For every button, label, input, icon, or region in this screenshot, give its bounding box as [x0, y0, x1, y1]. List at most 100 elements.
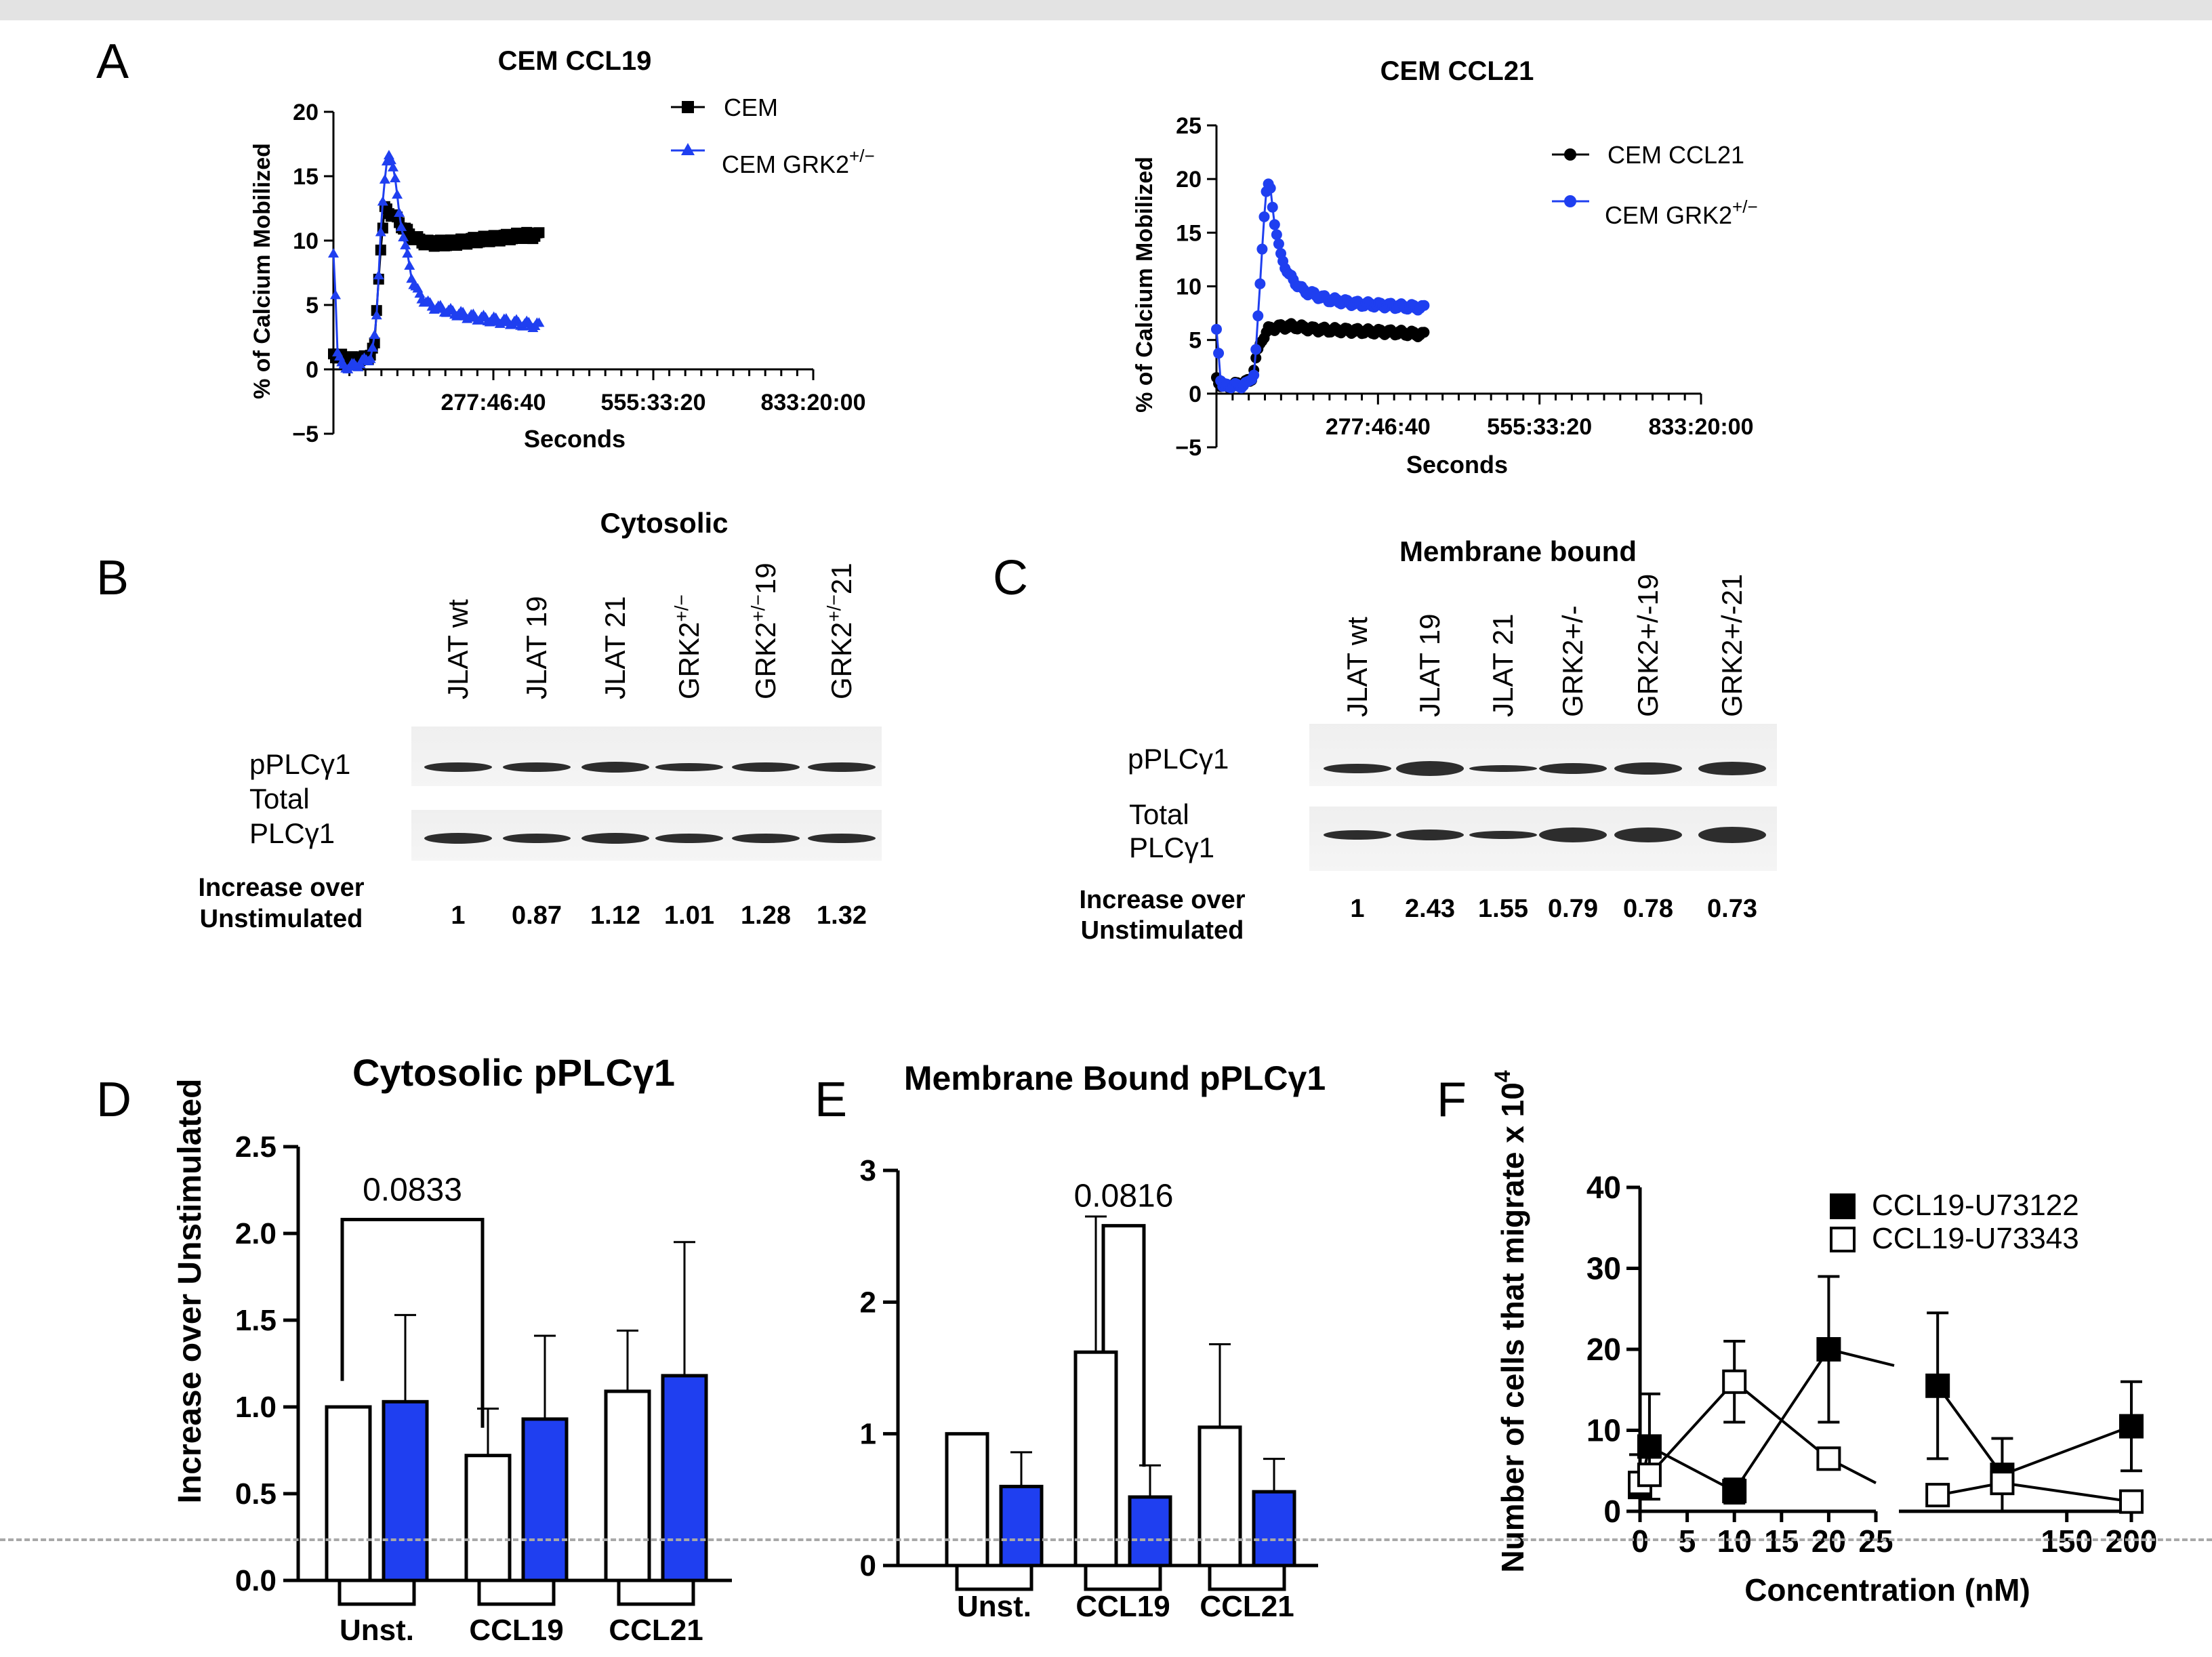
data-point [1258, 211, 1270, 222]
a-right-chart: 25 20 15 10 5 0 −5 277:46:40 555:33:20 833:20:00 [1175, 113, 1753, 461]
band [1324, 764, 1391, 773]
lane-label-text: JLAT 19 [520, 596, 552, 699]
band [1469, 765, 1537, 772]
data-point [377, 196, 388, 206]
lane-label-text: GRK2 [825, 622, 857, 699]
data-point-ccl19-u73122 [1925, 1373, 1950, 1398]
series-line [1937, 1481, 2132, 1503]
p-value: 0.0816 [1074, 1179, 1174, 1214]
data-point [369, 329, 380, 340]
band [581, 762, 649, 773]
data-point-ccl19-u73122 [1816, 1337, 1841, 1362]
panel-label-a: A [96, 35, 129, 89]
data-point-ccl19-u73343 [1637, 1462, 1662, 1488]
bar-unst--blue [999, 1484, 1044, 1568]
lane-label: GRK2+/-19 [1632, 574, 1664, 717]
data-point [398, 232, 409, 242]
a-left-legend-grk2: CEM GRK2+/− [722, 146, 875, 178]
value-label: 0.78 [1623, 895, 1673, 923]
b-title: Cytosolic [600, 507, 728, 539]
a-left-xlabel: Seconds [524, 425, 626, 453]
data-point [1256, 243, 1268, 255]
data-point [365, 353, 376, 363]
b-bands [424, 762, 876, 844]
category-bracket [337, 1580, 416, 1606]
band [1324, 830, 1391, 840]
y-tick-label: 1.5 [235, 1304, 276, 1337]
data-point [1248, 369, 1260, 381]
y-tick-label: 0.0 [235, 1564, 276, 1597]
data-point [1418, 327, 1430, 338]
value-label: 0.73 [1707, 895, 1757, 923]
y-tick-label: 3 [860, 1154, 876, 1187]
band [808, 834, 876, 843]
c-row-total: Total [1129, 798, 1189, 830]
b-row-total: Total [249, 783, 310, 815]
lane-label: GRK2+/−19 [747, 562, 781, 699]
lane-label-sup: +/− [823, 594, 844, 621]
a-right-title: CEM CCL21 [1380, 56, 1534, 86]
data-point [533, 317, 545, 327]
data-point [396, 221, 407, 231]
data-point-ccl19-u73343 [1925, 1483, 1950, 1508]
value-label: 1.32 [817, 901, 867, 930]
f-legend-marker-filled [1830, 1193, 1856, 1219]
category-bracket [617, 1580, 695, 1606]
x-tick-label: 25 [1858, 1523, 1893, 1559]
a-left-ylabel: % of Calcium Mobilized [249, 143, 275, 399]
data-point [387, 161, 398, 171]
lane-label-sup: +/− [671, 594, 692, 621]
data-point [1271, 229, 1282, 241]
x-tick-label: 277:46:40 [441, 390, 546, 415]
data-point-ccl19-u73343 [2119, 1489, 2144, 1514]
data-point-ccl19-u73343 [1990, 1471, 2015, 1496]
band [655, 834, 723, 843]
bar-ccl19-blue [1128, 1495, 1172, 1568]
x-tick-label: 200 [2106, 1523, 2158, 1559]
bar-ccl21-white [1197, 1425, 1242, 1568]
category-label: Unst. [957, 1590, 1031, 1623]
y-tick-label: 10 [293, 228, 319, 254]
y-tick-label: 2.0 [235, 1217, 276, 1250]
band [655, 763, 723, 771]
value-label: 1 [1350, 895, 1364, 923]
data-point [400, 239, 411, 249]
x-tick-label: 5 [1679, 1523, 1696, 1559]
a-right-legend-ccl21: CEM CCL21 [1607, 141, 1744, 169]
lane-label-suffix: 21 [825, 562, 857, 594]
data-point [1265, 182, 1276, 194]
data-point [402, 248, 413, 258]
e-chart: 0 1 2 3 Unst. CCL19 CCL21 0.0816 [860, 1154, 1318, 1623]
data-point-ccl19-u73343 [1816, 1446, 1841, 1471]
b-row-pplc: pPLCγ1 [249, 748, 350, 780]
a-left-legend: CEM CEM GRK2+/− [671, 94, 875, 178]
bar-ccl19-white [1073, 1350, 1118, 1568]
y-tick-label: 0 [1603, 1494, 1621, 1529]
series-line-cem-grk2- [332, 152, 539, 371]
value-label: 1 [451, 901, 465, 930]
band [1396, 830, 1464, 840]
dashed-divider [0, 1538, 2212, 1541]
category-bracket [477, 1580, 556, 1606]
lane-label: GRK2+/- [1557, 605, 1589, 717]
y-tick-label: 10 [1586, 1413, 1621, 1448]
data-point [1250, 344, 1262, 355]
data-point-ccl19-u73122 [2119, 1414, 2144, 1439]
b-increase-label-1: Increase over [198, 874, 364, 902]
category-bracket [955, 1566, 1033, 1591]
data-point [404, 260, 415, 270]
legend-marker-triangle [681, 143, 695, 155]
y-tick-label: 2.5 [235, 1130, 276, 1164]
band [808, 762, 876, 772]
data-point [330, 289, 342, 300]
b-row-plc: PLCγ1 [249, 817, 335, 849]
panel-label-b: B [96, 551, 129, 605]
data-point [375, 226, 386, 237]
lane-label-suffix: 19 [750, 562, 781, 594]
b-blot-total [411, 810, 882, 861]
band [1698, 762, 1766, 775]
y-tick-label: 1.0 [235, 1391, 276, 1424]
bar-ccl19-blue [521, 1417, 569, 1582]
value-label: 1.12 [590, 901, 640, 930]
